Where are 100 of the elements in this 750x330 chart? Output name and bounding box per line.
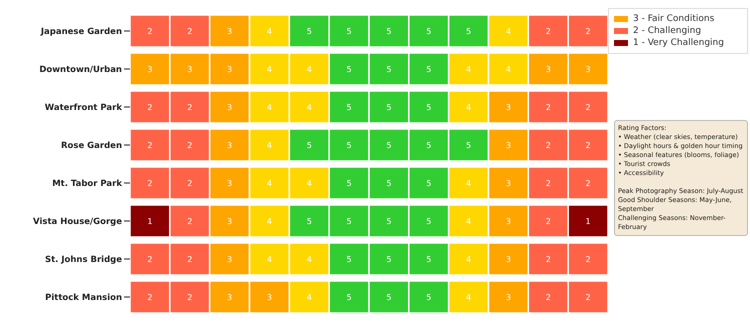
data-label: 5 [466, 141, 472, 150]
y-tick-label: St. Johns Bridge [44, 255, 122, 266]
data-label: 3 [227, 65, 232, 74]
data-label: 3 [227, 293, 232, 302]
data-label: 5 [426, 293, 432, 302]
data-label: 4 [306, 255, 312, 264]
data-label: 5 [466, 27, 472, 36]
data-label: 2 [187, 255, 192, 264]
data-label: 4 [266, 217, 272, 226]
data-label: 2 [187, 141, 192, 150]
data-label: 5 [346, 255, 352, 264]
data-label: 4 [266, 141, 272, 150]
data-label: 2 [147, 141, 152, 150]
y-tick-label: Vista House/Gorge [33, 217, 122, 228]
data-label: 5 [306, 27, 312, 36]
data-label: 5 [386, 217, 392, 226]
data-label: 5 [386, 255, 392, 264]
data-label: 5 [346, 293, 352, 302]
data-label: 5 [426, 103, 432, 112]
data-label: 4 [266, 103, 272, 112]
data-label: 2 [586, 293, 591, 302]
data-label: 5 [426, 217, 432, 226]
data-label: 4 [306, 179, 312, 188]
y-tick-label: Mt. Tabor Park [52, 179, 122, 190]
text: 2 - Challenging [633, 26, 702, 36]
data-label: 5 [346, 179, 352, 188]
data-label: 5 [346, 65, 352, 74]
data-label: 2 [147, 293, 152, 302]
data-label: 2 [147, 255, 152, 264]
data-label: 2 [187, 27, 192, 36]
data-label: 2 [586, 255, 591, 264]
data-label: 2 [546, 179, 551, 188]
data-label: 2 [586, 103, 591, 112]
data-label: 5 [386, 103, 392, 112]
data-label: 5 [386, 179, 392, 188]
data-label: 5 [386, 141, 392, 150]
data-label: 5 [386, 27, 392, 36]
data-label: 4 [266, 255, 272, 264]
data-label: 2 [187, 103, 192, 112]
data-label: 4 [506, 65, 511, 74]
data-label: 3 [227, 179, 232, 188]
data-label: 3 [187, 65, 192, 74]
data-label: 1 [586, 217, 591, 226]
data-label: 5 [386, 65, 392, 74]
data-label: 3 [227, 103, 232, 112]
data-label: 2 [546, 255, 551, 264]
y-tick-label: Waterfront Park [44, 103, 122, 114]
data-label: 5 [306, 217, 312, 226]
data-label: 5 [346, 217, 352, 226]
data-label: 3 [506, 103, 511, 112]
text: 1 - Very Challenging [633, 38, 724, 48]
data-label: 2 [586, 27, 591, 36]
data-label: 4 [266, 65, 272, 74]
data-label: 3 [586, 65, 591, 74]
data-label: 3 [227, 27, 232, 36]
data-label: 5 [426, 179, 432, 188]
data-label: 3 [227, 217, 232, 226]
data-label: 5 [346, 27, 352, 36]
data-label: 4 [266, 27, 272, 36]
data-label: 4 [466, 293, 472, 302]
data-label: 2 [187, 293, 192, 302]
data-label: 3 [266, 293, 272, 302]
data-label: 4 [306, 293, 312, 302]
data-label: 2 [546, 103, 551, 112]
data-label: 4 [466, 255, 472, 264]
data-label: 3 [227, 141, 232, 150]
data-label: 3 [506, 293, 511, 302]
data-label: 2 [187, 217, 192, 226]
text: 3 - Fair Conditions [633, 14, 714, 24]
y-tick-label: Downtown/Urban [39, 65, 122, 76]
data-label: 3 [506, 141, 511, 150]
data-label: 4 [466, 65, 472, 74]
data-label: 2 [586, 141, 591, 150]
y-tick-label: Japanese Garden [40, 27, 122, 38]
data-label: 3 [546, 65, 551, 74]
data-label: 2 [187, 179, 192, 188]
data-label: 5 [426, 255, 432, 264]
y-tick-label: Rose Garden [61, 141, 122, 152]
data-label: 2 [586, 179, 591, 188]
data-label: 2 [546, 141, 551, 150]
data-label: 2 [546, 217, 551, 226]
data-label: 2 [147, 27, 152, 36]
data-label: 5 [426, 27, 432, 36]
data-label: 3 [506, 179, 511, 188]
data-label: 3 [506, 217, 511, 226]
data-label: 3 [227, 255, 232, 264]
data-label: 4 [466, 217, 472, 226]
data-label: 5 [306, 141, 312, 150]
data-label: 3 [147, 65, 152, 74]
data-label: 2 [546, 27, 551, 36]
data-label: 4 [306, 65, 312, 74]
data-label: 2 [546, 293, 551, 302]
data-label: 2 [147, 103, 152, 112]
data-label: 5 [386, 293, 392, 302]
data-label: 5 [426, 141, 432, 150]
data-label: 4 [466, 103, 472, 112]
data-label: 4 [306, 103, 312, 112]
data-label: 4 [506, 27, 511, 36]
data-label: 5 [346, 103, 352, 112]
data-label: 5 [426, 65, 432, 74]
